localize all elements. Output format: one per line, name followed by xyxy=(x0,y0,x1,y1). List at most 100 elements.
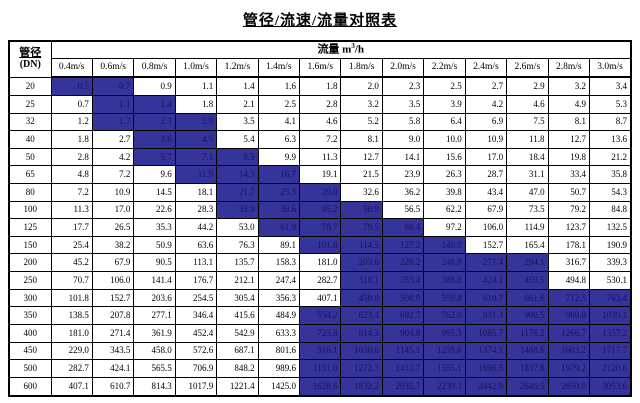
flow-value-cell: 62.2 xyxy=(423,200,466,220)
flow-value-cell-highlighted: 226.2 xyxy=(381,253,425,273)
flow-value-cell: 33.4 xyxy=(547,165,590,185)
flow-value-cell: 9.0 xyxy=(381,130,425,149)
dn-cell: 65 xyxy=(8,165,52,185)
table-row: 450 229.0 343.5 458.0 572.6 687.1 801.6 916.1 10… xyxy=(8,341,632,361)
flow-value-cell: 2.8 xyxy=(299,95,342,114)
flow-value-cell-highlighted: 458.0 xyxy=(340,288,383,308)
velocity-header: 2.0m/s xyxy=(381,57,425,78)
flow-value-cell-highlighted: 2442.9 xyxy=(464,376,508,397)
dn-cell: 400 xyxy=(8,323,52,343)
flow-value-cell: 458.0 xyxy=(133,341,176,361)
flow-value-cell: 1.6 xyxy=(257,76,301,96)
flow-value-cell-highlighted: 79.5 xyxy=(340,218,383,237)
flow-value-cell: 1425.0 xyxy=(257,376,301,397)
flow-value-cell: 50.7 xyxy=(547,183,590,202)
dn-cell: 100 xyxy=(8,200,52,220)
flow-value-cell: 277.1 xyxy=(133,306,176,325)
flow-value-cell-highlighted: 1.4 xyxy=(133,95,176,114)
flow-value-cell-highlighted: 16.7 xyxy=(257,165,301,185)
flow-value-cell: 424.1 xyxy=(91,359,135,378)
flow-value-cell: 15.6 xyxy=(423,147,466,167)
flow-value-cell: 5.3 xyxy=(588,95,632,114)
velocity-header: 1.8m/s xyxy=(340,57,383,78)
flow-value-cell: 4.8 xyxy=(50,165,93,185)
flow-value-cell: 21.5 xyxy=(340,165,383,185)
header-row-top: 管径 (DN) 流量 m3/h xyxy=(8,40,632,78)
flow-value-cell: 343.5 xyxy=(91,341,135,361)
flow-value-cell: 415.6 xyxy=(216,306,259,325)
dn-cell: 32 xyxy=(8,112,52,132)
flow-value-cell: 56.5 xyxy=(381,200,425,220)
flow-value-cell: 22.6 xyxy=(133,200,176,220)
flow-value-cell: 17.7 xyxy=(50,218,93,237)
flow-value-cell: 53.0 xyxy=(216,218,259,237)
flow-value-cell: 2.7 xyxy=(464,76,508,96)
flow-value-cell: 106.0 xyxy=(91,271,135,290)
flow-value-cell: 106.0 xyxy=(464,218,508,237)
flow-value-cell-highlighted: 127.2 xyxy=(381,235,425,255)
flow-value-cell-highlighted: 1030.6 xyxy=(340,341,383,361)
corner-header-line1: 管径 xyxy=(19,47,42,60)
flow-value-cell: 18.4 xyxy=(506,147,549,167)
flow-rate-label: 流量 m xyxy=(317,44,352,57)
table-row: 125 17.7 26.5 35.3 44.2 53.0 61.9 70.7 79.5 88.4 9… xyxy=(8,218,632,237)
table-row: 400 181.0 271.4 361.9 452.4 542.9 633.3 723.8 81… xyxy=(8,323,632,343)
flow-value-cell: 165.4 xyxy=(506,235,549,255)
flow-value-cell-highlighted: 2.3 xyxy=(133,112,176,132)
table-row: 20 0.5 0.7 0.9 1.1 1.4 1.6 1.8 2.0 2.3 2.5 2.7 2.9 3.… xyxy=(8,76,632,96)
table-row: 600 407.1 610.7 814.3 1017.9 1221.4 1425.0 1628… xyxy=(8,376,632,397)
flow-value-cell: 181.0 xyxy=(50,323,93,343)
table-row: 80 7.2 10.9 14.5 18.1 21.7 25.3 29.0 32.6 36.2 39.… xyxy=(8,183,632,202)
flow-value-cell: 178.1 xyxy=(547,235,590,255)
flow-value-cell: 67.9 xyxy=(91,253,135,273)
flow-value-cell: 2.3 xyxy=(381,76,425,96)
corner-header-line2: (DN) xyxy=(19,59,41,71)
velocity-header: 0.8m/s xyxy=(133,57,176,78)
dn-cell: 125 xyxy=(8,218,52,237)
flow-value-cell: 31.1 xyxy=(506,165,549,185)
flow-value-cell-highlighted: 1259.6 xyxy=(423,341,466,361)
flow-value-cell: 4.2 xyxy=(91,147,135,167)
flow-value-cell-highlighted: 1085.7 xyxy=(464,323,508,343)
flow-value-cell-highlighted: 554.2 xyxy=(299,306,342,325)
flow-value-cell: 2.1 xyxy=(216,95,259,114)
flow-value-cell: 7.5 xyxy=(506,112,549,132)
flow-value-cell: 2.5 xyxy=(257,95,301,114)
flow-value-cell: 706.9 xyxy=(174,359,218,378)
flow-value-cell: 17.0 xyxy=(91,200,135,220)
flow-value-cell: 610.7 xyxy=(91,376,135,397)
velocity-header: 0.6m/s xyxy=(91,57,135,78)
flow-value-cell: 3.4 xyxy=(588,76,632,96)
table-row: 32 1.2 1.7 2.3 2.9 3.5 4.1 4.6 5.2 5.8 6.4 6.9 7.5 8.… xyxy=(8,112,632,132)
flow-value-cell: 0.7 xyxy=(50,95,93,114)
flow-value-cell: 89.1 xyxy=(257,235,301,255)
flow-value-cell: 141.4 xyxy=(133,271,176,290)
flow-value-cell: 35.8 xyxy=(588,165,632,185)
flow-value-cell-highlighted: 904.8 xyxy=(381,323,425,343)
flow-value-cell: 6.9 xyxy=(464,112,508,132)
flow-value-cell-highlighted: 661.6 xyxy=(506,288,549,308)
flow-value-cell: 0.9 xyxy=(133,76,176,96)
flow-value-cell-highlighted: 29.0 xyxy=(299,183,342,202)
flow-value-cell-highlighted: 1628.6 xyxy=(299,376,342,397)
flow-value-cell: 123.7 xyxy=(547,218,590,237)
flow-value-cell-highlighted: 1.1 xyxy=(91,95,135,114)
dn-cell: 250 xyxy=(8,271,52,290)
flow-value-cell: 14.5 xyxy=(133,183,176,202)
flow-value-cell-highlighted: 2120.6 xyxy=(588,359,632,378)
table-row: 250 70.7 106.0 141.4 176.7 212.1 247.4 282.7 318… xyxy=(8,271,632,290)
dn-cell: 300 xyxy=(8,288,52,308)
dn-cell: 450 xyxy=(8,341,52,361)
velocity-header: 1.6m/s xyxy=(299,57,342,78)
page-title: 管径/流速/流量对照表 xyxy=(242,13,398,29)
dn-cell: 600 xyxy=(8,376,52,397)
flow-value-cell: 254.5 xyxy=(174,288,218,308)
dn-cell: 500 xyxy=(8,359,52,378)
flow-value-cell-highlighted: 1176.2 xyxy=(506,323,549,343)
flow-value-cell: 5.8 xyxy=(381,112,425,132)
flow-value-cell: 207.8 xyxy=(91,306,135,325)
flow-value-cell-highlighted: 3053.6 xyxy=(588,376,632,397)
flow-value-cell: 90.5 xyxy=(133,253,176,273)
flow-value-cell-highlighted: 559.8 xyxy=(423,288,466,308)
velocity-header: 1.0m/s xyxy=(174,57,218,78)
